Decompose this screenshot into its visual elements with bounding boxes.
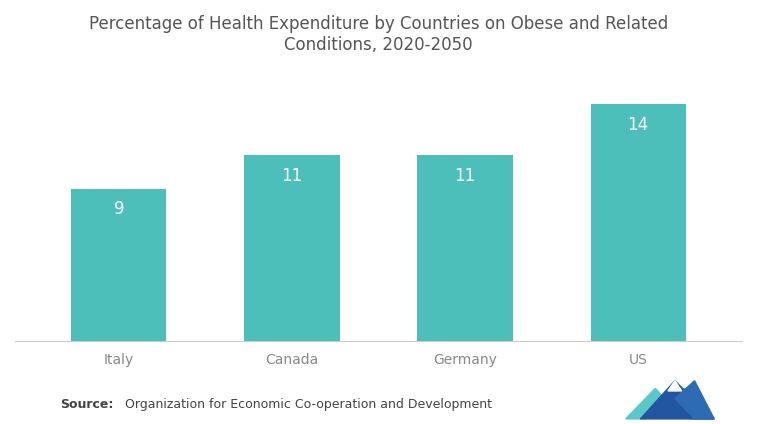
Polygon shape	[668, 381, 682, 391]
Text: Source:: Source:	[61, 398, 114, 411]
Polygon shape	[670, 388, 715, 419]
Bar	[71, 189, 167, 341]
Polygon shape	[640, 381, 715, 419]
Bar	[245, 155, 340, 341]
Text: 11: 11	[454, 167, 475, 184]
Title: Percentage of Health Expenditure by Countries on Obese and Related
Conditions, 2: Percentage of Health Expenditure by Coun…	[89, 15, 668, 54]
Bar	[417, 155, 512, 341]
Text: 9: 9	[114, 201, 124, 218]
Text: 14: 14	[628, 116, 649, 134]
Text: Organization for Economic Co-operation and Development: Organization for Economic Co-operation a…	[117, 398, 492, 411]
Text: 11: 11	[282, 167, 303, 184]
Polygon shape	[625, 388, 670, 419]
Bar	[590, 104, 686, 341]
Polygon shape	[675, 381, 715, 419]
